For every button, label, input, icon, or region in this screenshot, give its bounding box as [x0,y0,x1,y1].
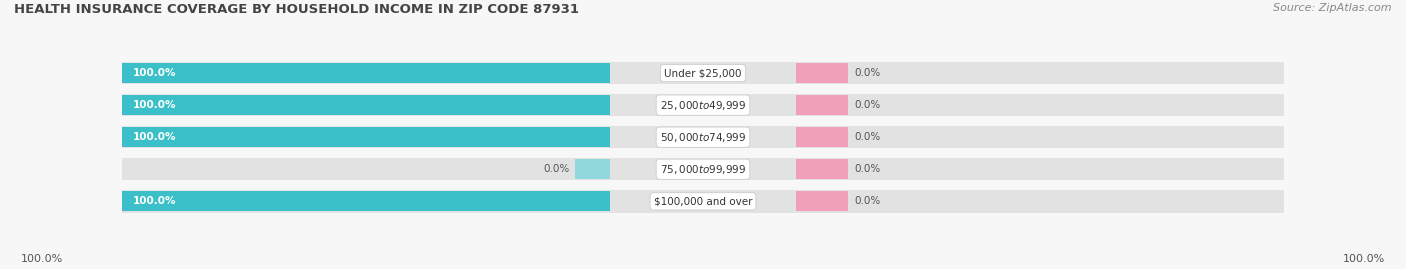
Bar [122,63,610,83]
Bar [796,159,848,179]
Text: $100,000 and over: $100,000 and over [654,196,752,206]
Bar [122,158,1284,180]
Text: 100.0%: 100.0% [134,196,177,206]
Bar [122,126,1284,148]
Bar [796,127,848,147]
Bar [122,94,1284,116]
Bar [575,159,610,179]
Text: 0.0%: 0.0% [855,100,880,110]
Text: $50,000 to $74,999: $50,000 to $74,999 [659,131,747,144]
Text: 0.0%: 0.0% [855,68,880,78]
Text: Under $25,000: Under $25,000 [664,68,742,78]
Bar [122,95,610,115]
Bar [122,127,610,147]
Text: $25,000 to $49,999: $25,000 to $49,999 [659,99,747,112]
Text: $75,000 to $99,999: $75,000 to $99,999 [659,163,747,176]
Text: HEALTH INSURANCE COVERAGE BY HOUSEHOLD INCOME IN ZIP CODE 87931: HEALTH INSURANCE COVERAGE BY HOUSEHOLD I… [14,3,579,16]
Bar [122,190,1284,213]
Text: 0.0%: 0.0% [855,164,880,174]
Text: 100.0%: 100.0% [134,132,177,142]
Text: 100.0%: 100.0% [21,254,63,264]
Text: 100.0%: 100.0% [134,100,177,110]
Bar [122,192,610,211]
Bar [122,62,1284,84]
Bar [796,192,848,211]
Bar [796,95,848,115]
Text: 0.0%: 0.0% [855,132,880,142]
Text: 100.0%: 100.0% [1343,254,1385,264]
Text: Source: ZipAtlas.com: Source: ZipAtlas.com [1274,3,1392,13]
Text: 100.0%: 100.0% [134,68,177,78]
Text: 0.0%: 0.0% [855,196,880,206]
Text: 0.0%: 0.0% [543,164,569,174]
Bar [796,63,848,83]
